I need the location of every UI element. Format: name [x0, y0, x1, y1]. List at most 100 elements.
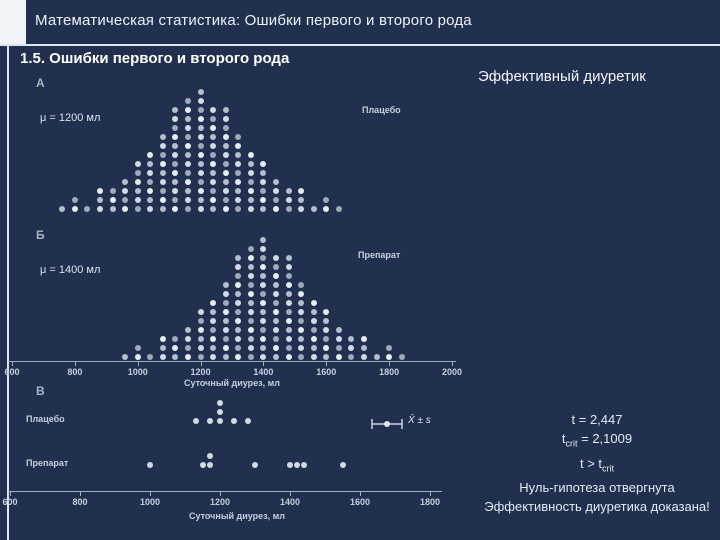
- data-dot: [235, 170, 242, 176]
- data-dot: [260, 246, 267, 252]
- data-dot: [185, 161, 191, 167]
- data-dot: [285, 300, 292, 306]
- data-dot: [199, 462, 206, 468]
- data-dot: [260, 255, 267, 261]
- data-dot: [185, 152, 191, 158]
- panel-b-series-label: Препарат: [358, 250, 401, 260]
- data-dot: [247, 170, 254, 176]
- data-dot: [172, 170, 179, 176]
- data-dot: [210, 161, 217, 167]
- axis-tick-label: 1200: [190, 367, 211, 377]
- data-dot: [197, 107, 204, 113]
- left-divider: [7, 44, 9, 540]
- data-dot: [97, 197, 103, 203]
- data-dot: [172, 143, 179, 149]
- data-dot: [298, 336, 305, 342]
- data-dot: [310, 354, 317, 360]
- data-dot: [285, 264, 292, 270]
- data-dot: [172, 179, 179, 185]
- data-dot: [260, 188, 267, 194]
- data-dot: [273, 206, 279, 212]
- data-dot: [298, 188, 305, 194]
- axis-tick-label: 1000: [127, 367, 148, 377]
- data-dot: [222, 152, 229, 158]
- data-dot: [197, 327, 204, 333]
- data-dot: [235, 134, 242, 140]
- data-dot: [273, 282, 279, 288]
- data-dot: [185, 134, 191, 140]
- data-dot: [323, 345, 330, 351]
- data-dot: [222, 170, 229, 176]
- data-dot: [222, 188, 229, 194]
- panel-b-letter: Б: [36, 228, 45, 242]
- data-dot: [159, 179, 166, 185]
- data-dot: [260, 354, 267, 360]
- data-dot: [235, 264, 242, 270]
- data-dot: [298, 309, 305, 315]
- data-dot: [287, 462, 293, 468]
- data-dot: [294, 462, 300, 468]
- data-dot: [222, 206, 229, 212]
- drug-row-label: Препарат: [26, 458, 69, 468]
- data-dot: [386, 354, 393, 360]
- axis-tick: [137, 362, 139, 366]
- data-dot: [260, 273, 267, 279]
- data-dot: [247, 273, 254, 279]
- data-dot: [310, 327, 317, 333]
- data-dot: [185, 188, 191, 194]
- data-dot: [210, 309, 217, 315]
- data-dot: [235, 354, 242, 360]
- data-dot: [185, 327, 191, 333]
- axis-tick-label: 1600: [316, 367, 337, 377]
- t-crit-value: tcrit = 2,1009: [561, 431, 633, 449]
- data-dot: [71, 197, 78, 203]
- axis-tick: [200, 362, 202, 366]
- data-dot: [172, 107, 179, 113]
- data-dot: [247, 345, 254, 351]
- data-dot: [134, 179, 141, 185]
- data-dot: [247, 206, 254, 212]
- data-dot: [260, 237, 267, 243]
- panel-a-letter: А: [36, 76, 45, 90]
- data-dot: [172, 161, 179, 167]
- data-dot: [273, 318, 279, 324]
- data-dot: [361, 345, 367, 351]
- data-dot: [323, 318, 330, 324]
- data-dot: [210, 327, 217, 333]
- data-dot: [260, 300, 267, 306]
- placebo-row-label: Плацебо: [26, 414, 65, 424]
- data-dot: [159, 170, 166, 176]
- data-dot: [247, 300, 254, 306]
- data-dot: [273, 273, 279, 279]
- data-dot: [222, 336, 229, 342]
- data-dot: [147, 462, 153, 468]
- data-dot: [285, 255, 292, 261]
- axis-tick: [430, 492, 431, 496]
- data-dot: [260, 336, 267, 342]
- data-dot: [197, 161, 204, 167]
- data-dot: [197, 354, 204, 360]
- data-dot: [222, 161, 229, 167]
- data-dot: [109, 206, 116, 212]
- data-dot: [222, 125, 229, 131]
- data-dot: [185, 206, 191, 212]
- data-dot: [235, 327, 242, 333]
- data-dot: [222, 282, 229, 288]
- data-dot: [247, 152, 254, 158]
- axis-tick-label: 800: [72, 497, 88, 507]
- t-comparison: t > tcrit: [579, 455, 615, 474]
- axis-tick: [360, 492, 361, 496]
- data-dot: [185, 170, 191, 176]
- data-dot: [197, 318, 204, 324]
- data-dot: [172, 152, 179, 158]
- data-dot: [97, 188, 103, 194]
- data-dot: [273, 309, 279, 315]
- data-dot: [222, 309, 229, 315]
- data-dot: [398, 354, 405, 360]
- data-dot: [159, 152, 166, 158]
- data-dot: [159, 188, 166, 194]
- upper-x-axis-title: Суточный диурез, мл: [183, 378, 281, 388]
- data-dot: [122, 206, 129, 212]
- lower-x-axis-title: Суточный диурез, мл: [188, 511, 286, 521]
